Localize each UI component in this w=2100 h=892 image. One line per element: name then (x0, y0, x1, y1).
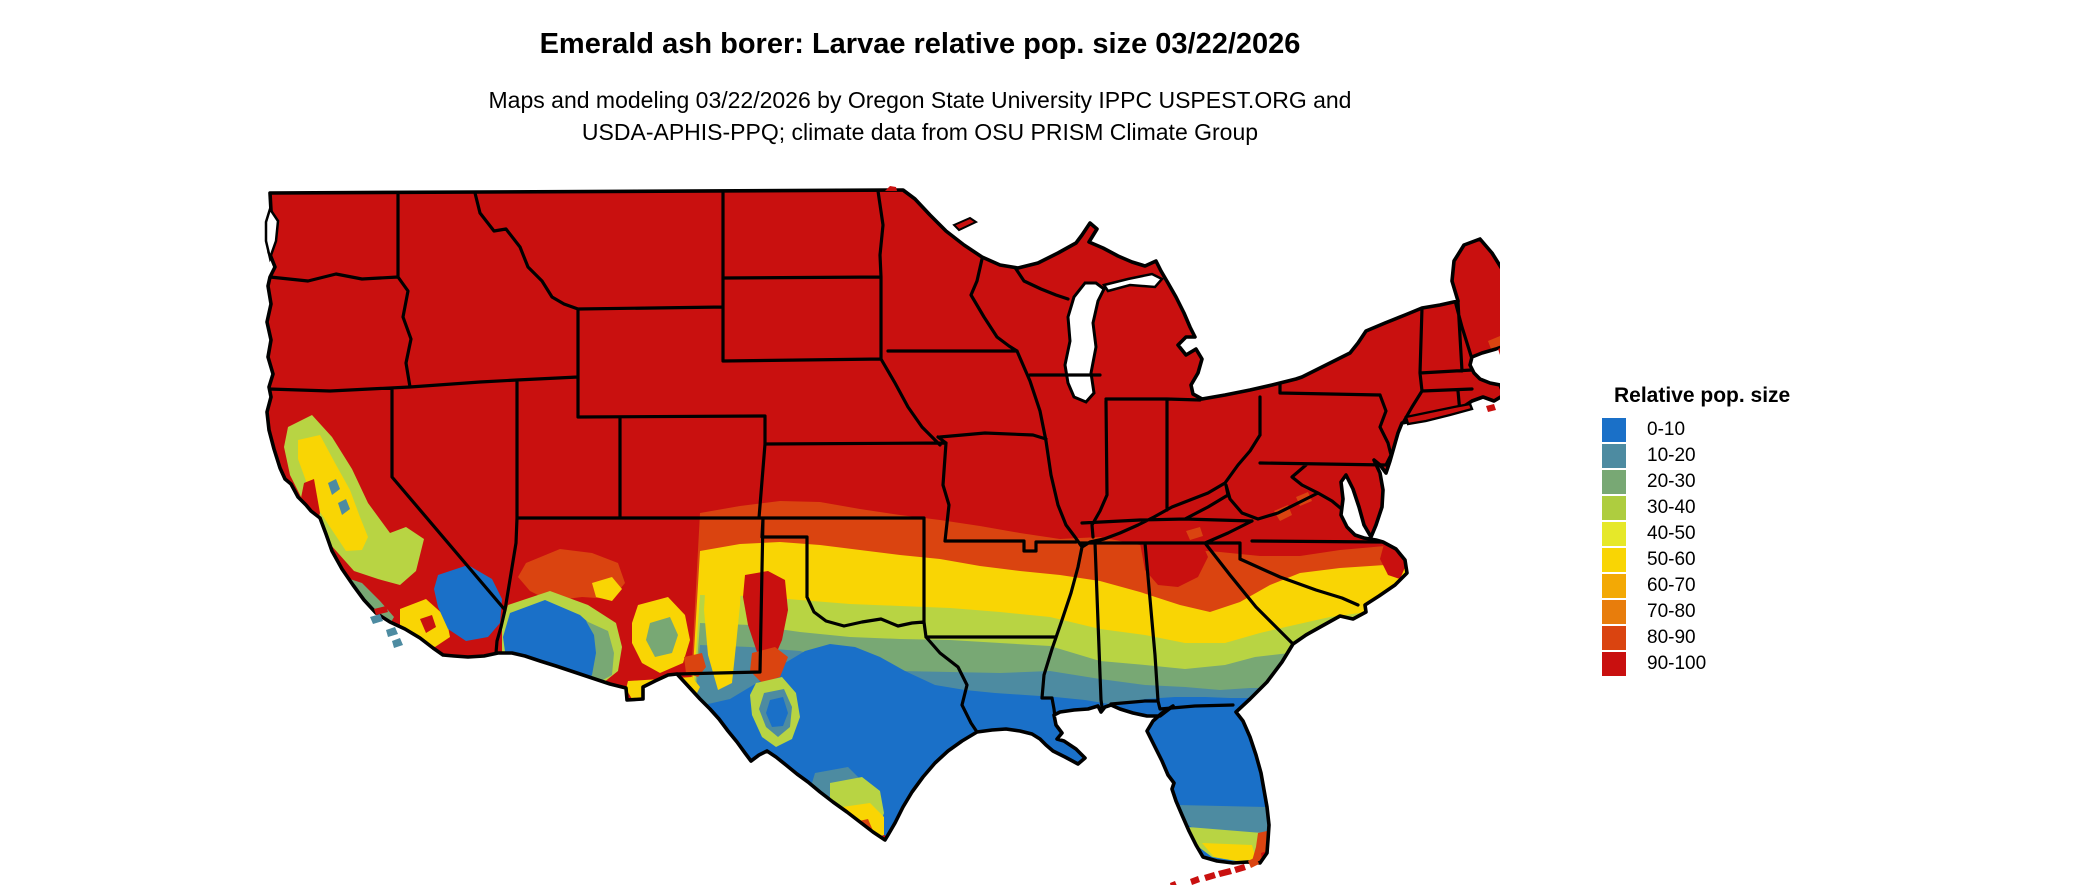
legend-swatch (1602, 522, 1626, 546)
legend-swatch (1602, 418, 1626, 442)
great-lakes (1063, 272, 1165, 404)
lake-of-the-woods-bump (885, 186, 897, 191)
legend-swatch (1602, 600, 1626, 624)
legend-label: 40-50 (1647, 523, 1696, 544)
socal-red-fleck (420, 615, 436, 633)
legend-item: 30-40 (1602, 495, 1902, 521)
pecos-valley-red-patch (743, 571, 788, 663)
mackinac-strait (1101, 272, 1165, 293)
channel-islands-red-dash (374, 606, 388, 615)
legend-item: 60-70 (1602, 573, 1902, 599)
sfl-yellow (1202, 843, 1256, 861)
gila-green-patch (646, 617, 678, 657)
nm-south-orange-flecks (684, 653, 706, 677)
az-rim-yellow-flecks (592, 577, 622, 601)
legend-label: 0-10 (1647, 419, 1686, 440)
legend-swatch (1602, 470, 1626, 494)
legend-label: 90-100 (1647, 653, 1707, 674)
legend-label: 80-90 (1647, 627, 1696, 648)
us-choropleth-map (240, 185, 1558, 888)
map-svg (264, 186, 1558, 888)
map-subtitle: Maps and modeling 03/22/2026 by Oregon S… (489, 84, 1352, 148)
legend-item: 40-50 (1602, 521, 1902, 547)
map-legend: Relative pop. size 0-10 10-20 20-30 30-4… (1602, 384, 1902, 677)
appalachian-orange-flecks (1186, 492, 1312, 540)
legend-label: 70-80 (1647, 601, 1696, 622)
sacramento-yellow-patch (706, 580, 733, 655)
legend-item: 20-30 (1602, 469, 1902, 495)
legend-item: 90-100 (1602, 651, 1902, 677)
map-fill-layers (267, 190, 1539, 863)
legend-swatch (1602, 548, 1626, 572)
legend-swatch (1602, 444, 1626, 468)
isle-royale (952, 216, 979, 232)
legend-label: 20-30 (1647, 471, 1696, 492)
subtitle-line-2: USDA-APHIS-PPQ; climate data from OSU PR… (581, 119, 1259, 145)
channel-islands (370, 614, 403, 648)
legend-item: 0-10 (1602, 417, 1902, 443)
legend-title: Relative pop. size (1614, 384, 1791, 407)
sierra-crest-teal-dots (328, 479, 350, 515)
legend-item: 50-60 (1602, 547, 1902, 573)
long-island (1404, 402, 1474, 426)
ga-mountains-red-patch (1140, 543, 1208, 587)
legend-label: 60-70 (1647, 575, 1696, 596)
legend-item: 80-90 (1602, 625, 1902, 651)
lake-michigan (1063, 281, 1106, 404)
subtitle-line-1: Maps and modeling 03/22/2026 by Oregon S… (488, 87, 1352, 113)
legend-label: 10-20 (1647, 445, 1696, 466)
florida-keys (1170, 864, 1246, 888)
page-title: Emerald ash borer: Larvae relative pop. … (539, 28, 1301, 60)
keys-orange-dash (1248, 857, 1259, 868)
legend-swatch (1602, 574, 1626, 598)
us-outline (265, 188, 1558, 865)
legend-swatch (1602, 496, 1626, 520)
puget-sound (264, 206, 280, 263)
legend-label: 50-60 (1647, 549, 1696, 570)
legend-item: 70-80 (1602, 599, 1902, 625)
az-east-green-fringe (580, 621, 614, 689)
legend-swatch (1602, 652, 1626, 676)
davis-mtns-blue-core (766, 697, 788, 727)
legend-swatch (1602, 626, 1626, 650)
ma-islands (1486, 401, 1509, 412)
legend-label: 30-40 (1647, 497, 1696, 518)
legend-item: 10-20 (1602, 443, 1902, 469)
